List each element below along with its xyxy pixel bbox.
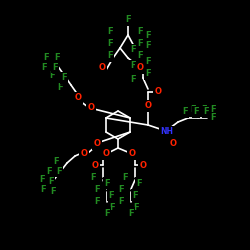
Text: F: F [107,40,113,48]
Text: F: F [48,176,54,186]
Text: F: F [57,82,63,92]
Text: F: F [130,76,136,84]
Text: F: F [94,186,100,194]
Text: F: F [210,106,216,114]
Text: F: F [118,198,124,206]
Text: F: F [94,198,100,206]
Text: F: F [43,52,49,62]
Text: F: F [104,208,110,218]
Text: F: F [145,40,151,50]
Text: F: F [201,106,207,114]
Text: F: F [118,186,124,194]
Text: O: O [136,64,143,72]
Text: F: F [53,158,59,166]
Text: F: F [90,174,96,182]
Text: F: F [50,186,56,196]
Text: F: F [39,176,45,184]
Text: F: F [125,16,131,24]
Text: O: O [94,140,100,148]
Text: O: O [98,64,105,72]
Text: O: O [170,138,176,147]
Text: O: O [128,150,136,158]
Text: F: F [104,178,110,188]
Text: F: F [182,108,188,116]
Text: F: F [56,166,62,175]
Text: F: F [122,174,128,182]
Text: F: F [130,62,136,70]
Text: F: F [136,178,142,188]
Text: F: F [46,166,52,175]
Text: O: O [140,160,146,170]
Text: F: F [193,108,199,116]
Text: F: F [137,52,143,60]
Text: F: F [40,186,46,194]
Text: O: O [88,102,94,112]
Text: F: F [52,62,58,72]
Text: F: F [132,190,138,200]
Text: F: F [137,40,143,48]
Text: O: O [144,102,152,110]
Text: F: F [41,62,47,72]
Text: F: F [107,28,113,36]
Text: F: F [145,30,151,40]
Text: O: O [154,88,162,96]
Text: F: F [61,74,67,82]
Text: F: F [210,114,216,122]
Text: F: F [109,202,115,211]
Text: O: O [102,150,110,158]
Text: NH: NH [160,128,173,136]
Text: F: F [190,106,196,114]
Text: F: F [133,202,139,211]
Text: F: F [128,208,134,218]
Text: F: F [145,56,151,66]
Text: O: O [92,160,98,170]
Text: F: F [137,28,143,36]
Text: F: F [54,52,60,62]
Text: F: F [203,108,209,116]
Text: F: F [130,46,136,54]
Text: F: F [145,70,151,78]
Text: O: O [80,148,87,158]
Text: F: F [108,190,114,200]
Text: F: F [107,52,113,60]
Text: O: O [74,94,82,102]
Text: F: F [49,72,55,80]
